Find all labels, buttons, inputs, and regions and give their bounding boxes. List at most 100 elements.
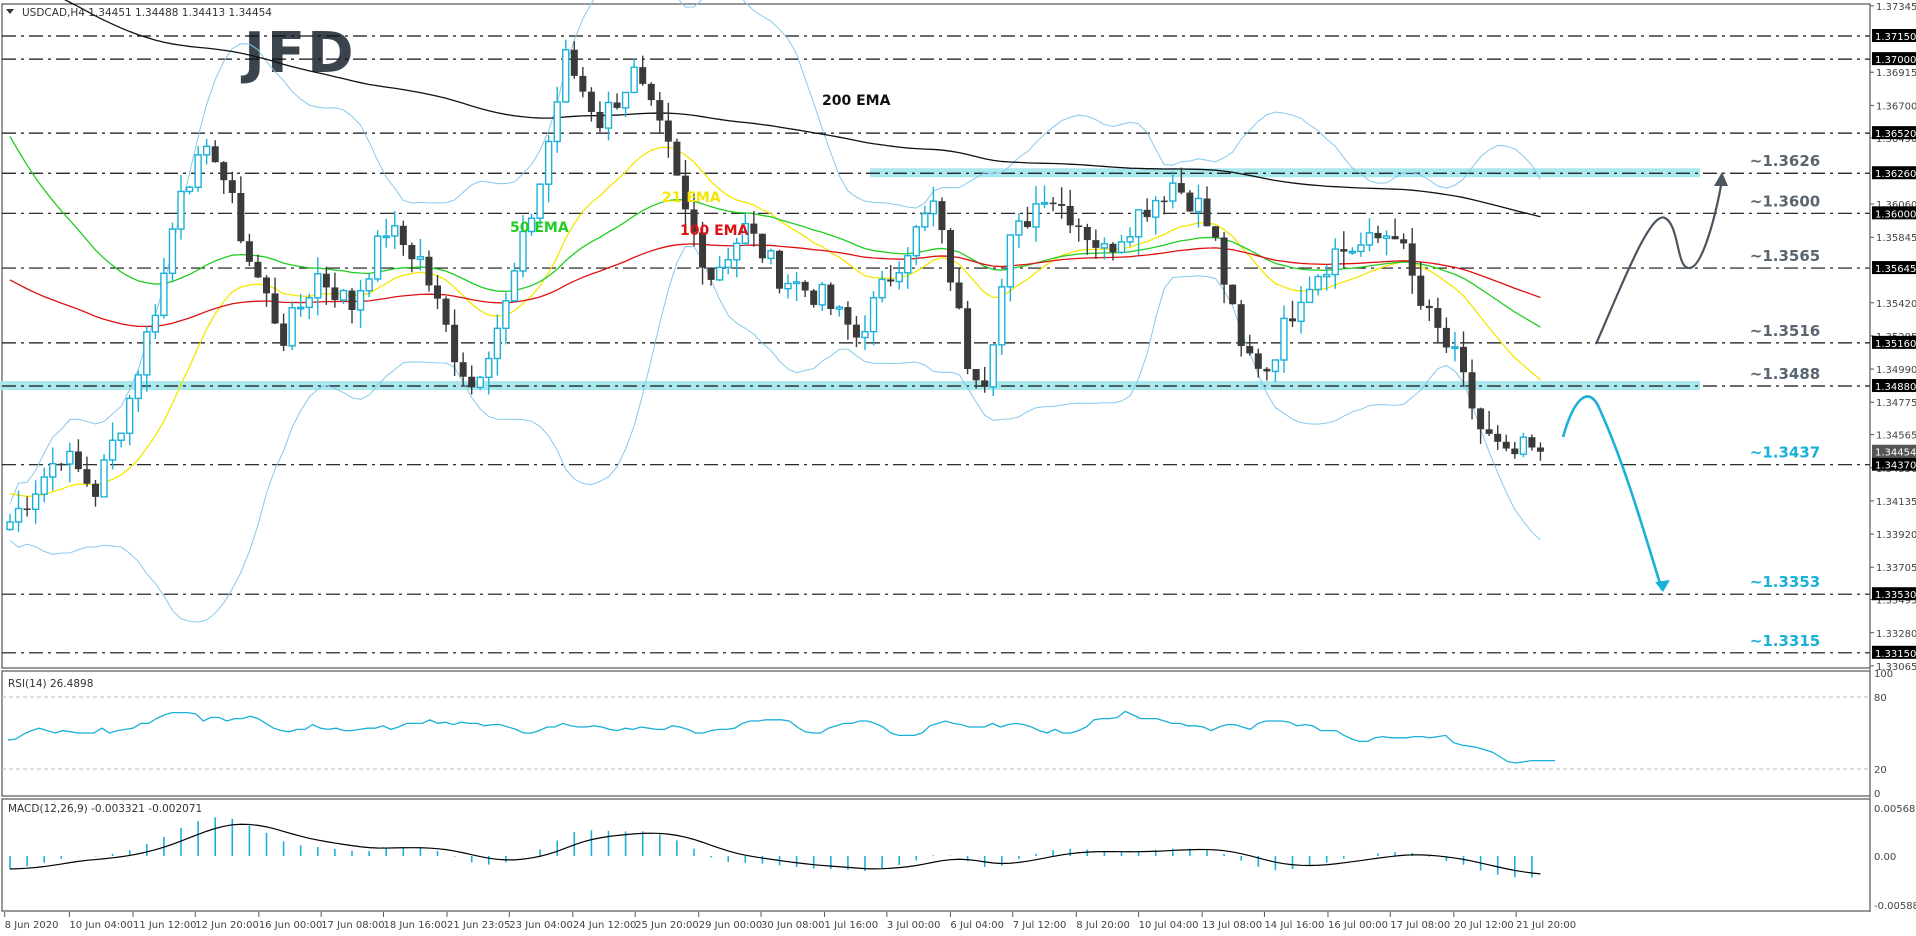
ema-lines	[9, 0, 1541, 498]
svg-text:1.34135: 1.34135	[1876, 497, 1916, 508]
svg-text:1.36520: 1.36520	[1875, 129, 1916, 140]
bollinger-lower	[9, 245, 1541, 623]
level-label: ~1.3488	[1750, 365, 1820, 383]
svg-text:1.35420: 1.35420	[1876, 299, 1916, 310]
ema-label: 200 EMA	[822, 93, 891, 109]
scenario-arrows	[1561, 172, 1728, 592]
svg-text:1.36060: 1.36060	[1876, 200, 1916, 211]
candlesticks	[6, 39, 1544, 533]
ema200-line	[63, 0, 1541, 218]
level-label: ~1.3516	[1750, 322, 1820, 340]
svg-text:0: 0	[1874, 789, 1880, 800]
time-label: 16 Jun 00:00	[259, 920, 323, 931]
svg-text:1.33280: 1.33280	[1876, 629, 1916, 640]
svg-text:1.35645: 1.35645	[1875, 264, 1916, 275]
price-tag	[1872, 457, 1916, 471]
time-label: 14 Jul 16:00	[1264, 920, 1324, 931]
price-axis: 1.37345 1.36915 1.36700 1.36490 1.36060 1.358…	[1869, 2, 1916, 912]
time-label: 8 Jul 20:00	[1076, 920, 1130, 931]
svg-text:1.33495: 1.33495	[1876, 596, 1916, 607]
ema50-line	[9, 136, 1541, 328]
price-tag	[1872, 126, 1916, 140]
horizontal-levels[interactable]	[0, 35, 1870, 654]
level-label: ~1.3600	[1750, 192, 1820, 210]
svg-text:1.34454: 1.34454	[1875, 448, 1916, 459]
time-label: 10 Jul 04:00	[1139, 920, 1199, 931]
time-label: 24 Jun 12:00	[573, 920, 637, 931]
level-label: ~1.3437	[1750, 444, 1820, 462]
svg-text:1.36700: 1.36700	[1876, 101, 1916, 112]
price-tag	[1872, 645, 1916, 659]
time-label: 3 Jul 00:00	[887, 920, 941, 931]
price-tag	[1872, 29, 1916, 42]
panel-frames	[1, 3, 1871, 912]
time-label: 12 Jun 20:00	[195, 920, 259, 931]
time-label: 16 Jul 00:00	[1328, 920, 1388, 931]
svg-text:100: 100	[1874, 669, 1893, 680]
svg-text:80: 80	[1874, 693, 1887, 704]
time-label: 6 Jul 04:00	[950, 920, 1004, 931]
svg-text:1.36000: 1.36000	[1875, 209, 1916, 220]
level-labels: 200 EMA 21 EMA 50 EMA 100 EMA ~1.3626 ~1.3600…	[510, 93, 1820, 650]
price-tag	[1872, 52, 1916, 66]
rsi-title: RSI(14) 26.4898	[8, 678, 93, 690]
price-tag	[1872, 335, 1916, 349]
svg-text:1.34565: 1.34565	[1876, 431, 1916, 442]
svg-text:1.33705: 1.33705	[1876, 563, 1916, 574]
price-tag	[1872, 206, 1916, 220]
svg-text:1.34370: 1.34370	[1875, 461, 1916, 472]
svg-text:1.33150: 1.33150	[1875, 649, 1916, 660]
svg-text:1.34990: 1.34990	[1876, 365, 1916, 376]
rsi-panel: 100 80 20 0	[2, 669, 1893, 800]
time-label: 11 Jun 12:00	[133, 920, 197, 931]
svg-text:1.33530: 1.33530	[1875, 590, 1916, 601]
svg-text:1.36490: 1.36490	[1876, 134, 1916, 145]
level-label: ~1.3565	[1750, 247, 1820, 265]
svg-text:1.37345: 1.37345	[1876, 2, 1916, 13]
level-label: ~1.3315	[1750, 632, 1820, 650]
price-tag	[1872, 379, 1916, 393]
svg-text:1.34880: 1.34880	[1875, 382, 1916, 393]
svg-text:20: 20	[1874, 765, 1887, 776]
time-label: 23 Jun 04:00	[509, 920, 573, 931]
time-label: 29 Jun 00:00	[699, 920, 763, 931]
svg-text:1.33920: 1.33920	[1876, 530, 1916, 541]
macd-title: MACD(12,26,9) -0.003321 -0.002071	[8, 803, 202, 815]
svg-text:1.37000: 1.37000	[1875, 55, 1916, 66]
bearish-scenario-arrow	[1561, 395, 1664, 591]
bollinger-bands	[9, 0, 1541, 623]
jfd-logo: JFD	[244, 21, 356, 86]
ema-label: 21 EMA	[662, 190, 721, 206]
symbol-ohlc-header: USDCAD,H4 1.34451 1.34488 1.34413 1.3445…	[22, 7, 272, 19]
svg-text:0.00: 0.00	[1874, 852, 1896, 863]
collapse-triangle-icon[interactable]	[6, 9, 14, 14]
time-label: 17 Jun 08:00	[321, 920, 385, 931]
rsi-line	[7, 710, 1555, 764]
svg-text:1.35160: 1.35160	[1875, 339, 1916, 350]
time-label: 8 Jun 2020	[5, 920, 59, 931]
level-label: ~1.3353	[1750, 573, 1820, 591]
time-label: 10 Jun 04:00	[69, 920, 133, 931]
time-label: 21 Jul 20:00	[1516, 920, 1576, 931]
arrow-head-icon	[1714, 172, 1728, 186]
price-tag	[1872, 444, 1916, 458]
time-label: 17 Jul 08:00	[1390, 920, 1450, 931]
svg-text:1.37150: 1.37150	[1875, 32, 1916, 43]
svg-text:0.00568: 0.00568	[1874, 804, 1915, 815]
ema-label: 100 EMA	[680, 223, 749, 239]
price-tag	[1872, 261, 1916, 275]
svg-text:1.36260: 1.36260	[1875, 169, 1916, 180]
time-label: 21 Jun 23:05	[447, 920, 511, 931]
bollinger-upper	[9, 0, 1541, 504]
price-tag	[1872, 166, 1916, 180]
time-label: 25 Jun 20:00	[635, 920, 699, 931]
svg-text:1.35845: 1.35845	[1876, 233, 1916, 244]
svg-text:-0.005885: -0.005885	[1874, 901, 1916, 912]
macd-panel: 0.00568 0.00 -0.005885	[9, 804, 1916, 912]
svg-text:1.33065: 1.33065	[1876, 662, 1916, 673]
svg-text:1.34775: 1.34775	[1876, 398, 1916, 409]
bullish-scenario-arrow	[1594, 179, 1724, 345]
time-label: 13 Jul 08:00	[1202, 920, 1262, 931]
